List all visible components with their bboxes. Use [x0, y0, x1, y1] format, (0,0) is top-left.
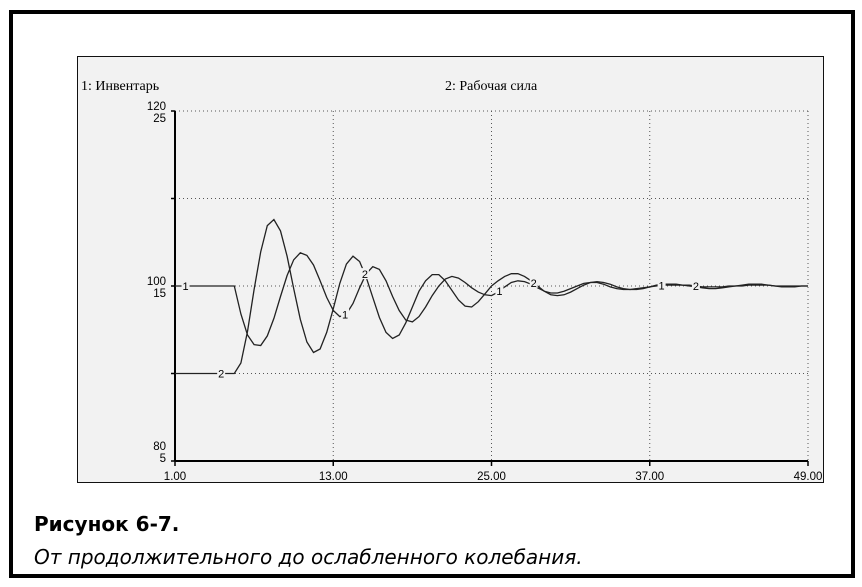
caption-title: Рисунок 6-7. [34, 512, 180, 536]
series-markers: 1 1 1 1 2 2 2 2 [181, 268, 700, 381]
y-tick-label-bottom-left: 80 [153, 441, 166, 453]
series-line-2 [175, 218, 808, 375]
y-tick-label-mid-right: 15 [153, 288, 166, 300]
y-tick-label-top-right: 25 [153, 113, 166, 125]
series-marker-1: 1 [182, 281, 188, 293]
series-marker-bg [341, 308, 350, 320]
series-marker-bg [181, 280, 190, 291]
series-marker-bg [691, 280, 700, 291]
series-marker-bg [529, 276, 538, 288]
series-marker-1: 1 [342, 310, 348, 322]
series-marker-2: 2 [693, 281, 699, 293]
series-marker-bg [217, 367, 226, 379]
legend-entry-1: 1: Инвентарь [81, 79, 159, 94]
series-marker-2: 2 [531, 278, 537, 290]
series-marker-bg [657, 279, 666, 291]
series-marker-1: 1 [496, 286, 502, 298]
x-tick-label: 1.00 [164, 471, 186, 482]
y-tick-label-top-left: 120 [147, 101, 166, 113]
series-marker-2: 2 [218, 369, 224, 381]
caption-subtitle: От продолжительного до ослабленного коле… [34, 545, 583, 569]
y-tick-label-mid-left: 100 [147, 276, 166, 288]
y-tick-label-bottom-right: 5 [160, 453, 166, 465]
series-marker-1: 1 [659, 280, 665, 292]
series-marker-2: 2 [362, 269, 368, 281]
x-tick-label: 25.00 [477, 471, 506, 482]
series-marker-bg [360, 268, 369, 280]
x-tick-label: 49.00 [794, 471, 823, 482]
legend-entry-2: 2: Рабочая сила [445, 79, 538, 94]
x-tick-label: 13.00 [319, 471, 348, 482]
x-tick-label: 37.00 [635, 471, 664, 482]
series-lines [175, 218, 808, 375]
series-marker-bg [495, 285, 504, 297]
series-line-1 [175, 252, 808, 347]
